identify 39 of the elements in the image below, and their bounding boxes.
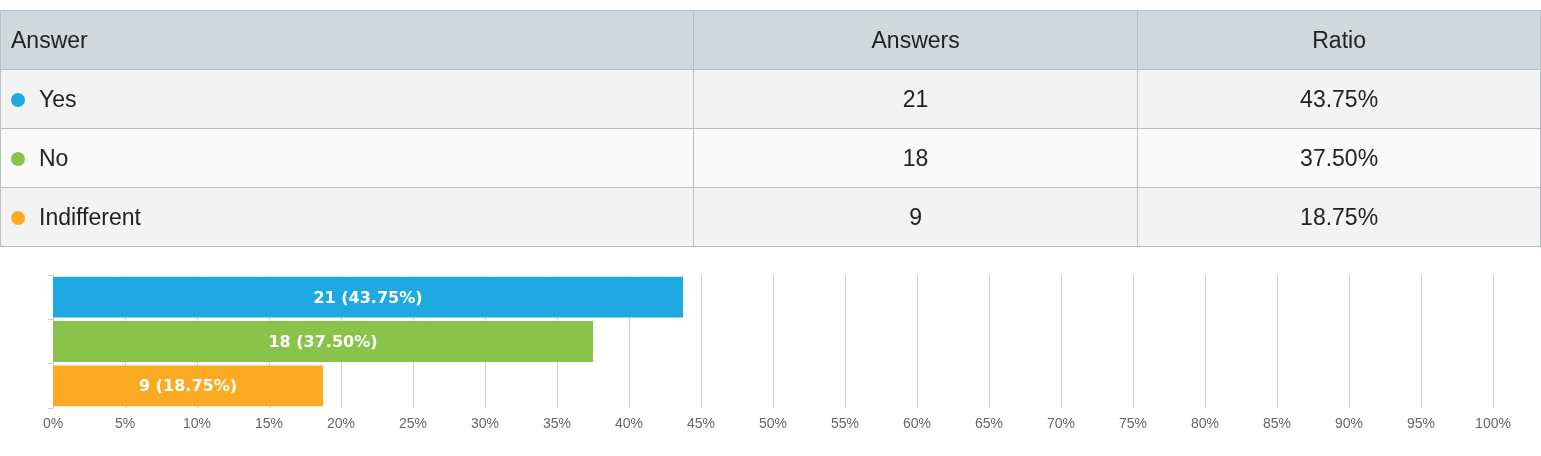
data-label: 18.75%: [1137, 187, 1541, 247]
x-tick-label: 95%: [1406, 415, 1436, 431]
series-label: Answers: [693, 10, 1138, 70]
x-tick-label: 85%: [1262, 415, 1292, 431]
x-tick-label: 5%: [114, 415, 136, 431]
x-tick-label: 15%: [254, 415, 284, 431]
data-label: 18 (37.50%): [268, 332, 378, 351]
bar: [53, 365, 323, 407]
x-tick-label: 35%: [542, 415, 572, 431]
data-label: 18: [693, 128, 1138, 188]
x-tick-label: 90%: [1334, 415, 1364, 431]
series-label: Ratio: [1137, 10, 1541, 70]
x-tick-label: 25%: [398, 415, 428, 431]
x-tick-label: 30%: [470, 415, 500, 431]
x-tick-label: 60%: [902, 415, 932, 431]
data-label: 43.75%: [1137, 69, 1541, 129]
x-tick-label: 45%: [686, 415, 716, 431]
text: Answer: [0, 10, 694, 70]
x-tick-label: 55%: [830, 415, 860, 431]
data-label: 21 (43.75%): [313, 287, 423, 307]
x-tick-label: 0%: [42, 415, 64, 431]
x-tick-label: 70%: [1046, 415, 1076, 431]
data-label: 37.50%: [1137, 128, 1541, 188]
category-label: Yes: [39, 85, 77, 112]
category-label: Indifferent: [39, 203, 141, 230]
x-tick-label: 80%: [1190, 415, 1220, 431]
data-label: 9: [693, 187, 1138, 247]
x-tick-label: 100%: [1475, 415, 1511, 431]
x-tick-label: 75%: [1118, 415, 1148, 431]
x-tick-label: 65%: [974, 415, 1004, 431]
x-tick-label: 10%: [182, 415, 212, 431]
x-tick-label: 20%: [326, 415, 356, 431]
data-label: 21: [693, 69, 1138, 129]
category-label: No: [39, 144, 69, 171]
data-label: 9 (18.75%): [139, 376, 237, 396]
bar: [53, 276, 683, 318]
x-tick-label: 50%: [758, 415, 788, 431]
x-tick-label: 40%: [614, 415, 644, 431]
bar: [53, 321, 593, 362]
